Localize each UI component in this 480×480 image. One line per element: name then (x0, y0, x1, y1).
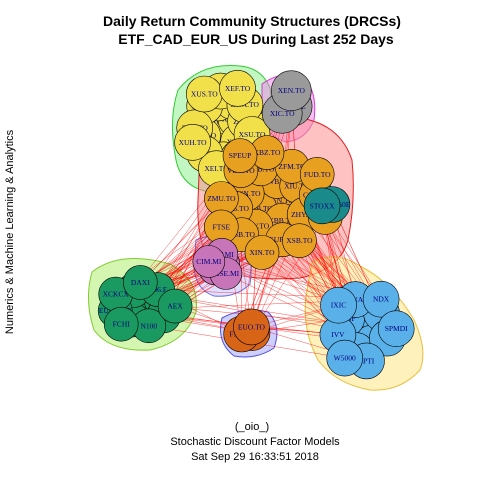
node-label: XEI.TO (204, 164, 229, 173)
node-circle (320, 286, 357, 324)
footer-line1: (_oio_) (235, 421, 269, 433)
node-label: FCHI (113, 320, 131, 329)
footer-line3: Sat Sep 29 16:33:51 2018 (191, 451, 319, 463)
graph-node: FUD.TO (299, 157, 335, 192)
node-circle (233, 308, 270, 346)
node-label: NDX (373, 295, 390, 304)
graph-node: IXIC (320, 286, 357, 324)
node-label: FTSE (213, 222, 231, 231)
node-circle (377, 310, 415, 348)
node-label: ZHY.TO (291, 210, 318, 219)
graph-node: DAXI (123, 265, 158, 300)
node-label: XSU.TO (239, 130, 266, 139)
node-label: CIM.MI (196, 257, 222, 266)
graph-node: XUH.TO (174, 124, 211, 161)
graph-node: FCHI (103, 306, 139, 342)
node-label: IVV (331, 330, 345, 339)
node-label: SPMDI (385, 324, 408, 333)
node-circle (244, 235, 280, 270)
node-label: DAXI (131, 278, 150, 287)
node-label: XUS.TO (191, 90, 218, 99)
side-label: Numerics & Machine Learning & Analytics (4, 129, 16, 334)
node-circle (282, 223, 317, 258)
graph-node: CIM.MI (192, 245, 226, 278)
node-label: XUH.TO (179, 138, 208, 147)
node-circle (174, 124, 211, 161)
graph-node: XEF.TO (219, 70, 256, 107)
node-label: XIC.TO (270, 109, 295, 118)
node-label: SPEUP (229, 151, 252, 160)
node-circle (157, 288, 193, 324)
node-label: EUO.TO (238, 322, 266, 331)
footer-line2: Stochastic Discount Factor Models (170, 436, 340, 448)
graph-node: SPMDI (377, 310, 415, 348)
graph-node: W5000 (326, 339, 364, 377)
node-circle (192, 245, 226, 278)
node-label: XIN.TO (249, 248, 275, 257)
graph-node: XUS.TO (186, 75, 223, 113)
node-circle (222, 138, 258, 173)
node-circle (270, 70, 312, 111)
node-label: VSB.TO (229, 230, 256, 239)
graph-node: XIN.TO (244, 235, 280, 270)
node-label: SPTI (359, 356, 375, 365)
node-label: ZWB.TO (263, 177, 292, 186)
node-circle (219, 70, 256, 107)
node-label: C06.F (148, 285, 167, 294)
graph-node: XEN.TO (270, 70, 312, 111)
node-label: N100 (140, 321, 157, 330)
node-label: XIU.TO (284, 182, 310, 191)
node-circle (303, 187, 341, 225)
node-circle (123, 265, 158, 300)
node-label: XEF.TO (225, 84, 251, 93)
node-label: XEN.TO (278, 86, 306, 95)
node-label: XFN.TO (267, 196, 294, 205)
node-label: XBZ.TO (254, 148, 281, 157)
node-label: ZEB.TO (247, 204, 273, 213)
node-label: STOXX (310, 201, 335, 210)
graph-node: SPEUP (222, 138, 258, 173)
node-label: PHB.TO (223, 204, 250, 213)
node-label: ZMU.TO (207, 194, 236, 203)
node-circle (362, 280, 400, 318)
node-label: AEX (167, 302, 183, 311)
graph-node: STOXX (303, 187, 341, 225)
node-label: FUD.TO (304, 170, 331, 179)
graph-node: AEX (157, 288, 193, 324)
node-label: IXIC (331, 301, 346, 310)
graph-node: NDX (362, 280, 400, 318)
node-label: XCKCX (103, 290, 130, 299)
node-label: ZFM.TO (278, 162, 306, 171)
chart-title-line1: Daily Return Community Structures (DRCSs… (103, 13, 401, 29)
graph-node: EUO.TO (233, 308, 270, 346)
node-label: ZCN.TO (234, 189, 261, 198)
node-layer: ZUH.TOXQQ.TOZQQ.TOVGH.TOCDZ.TOXHD.TOZLU.… (97, 70, 415, 380)
graph-node: XSB.TO (282, 223, 317, 258)
chart-title-line2: ETF_CAD_EUR_US During Last 252 Days (118, 31, 394, 47)
node-label: MSE.MI (213, 269, 240, 278)
node-label: XBB.TO (268, 216, 296, 225)
node-circle (326, 339, 364, 377)
node-circle (103, 306, 139, 342)
node-label: W5000 (334, 354, 356, 363)
node-label: XSB.TO (286, 236, 313, 245)
